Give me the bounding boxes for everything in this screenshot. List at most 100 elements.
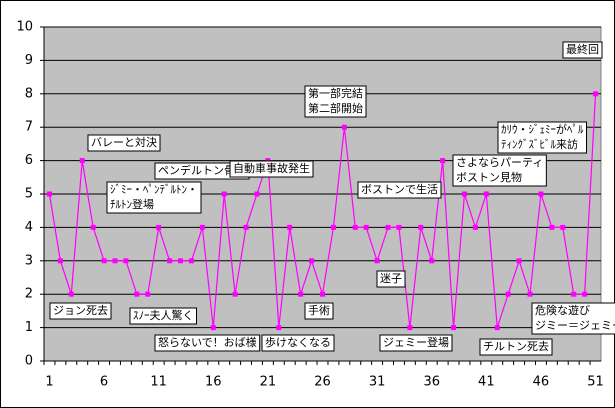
data-point [505,291,511,297]
x-tick-label: 1 [45,375,53,390]
x-tick-label: 36 [423,375,440,390]
data-point [593,91,599,97]
data-point [538,191,544,197]
y-tick-label: 0 [25,354,33,369]
data-point [145,291,151,297]
annotation-text: ﾃｨﾝｸﾞｽﾞﾋﾞﾙ来訪 [501,137,578,151]
annotation-text: ジョン死去 [53,304,108,317]
annotation-box [106,181,202,214]
annotation-box [154,334,261,352]
y-tick-label: 5 [25,187,33,202]
data-point [254,191,260,197]
annotation: ｼﾞﾐｰ・ﾍﾟﾝﾃﾞﾙﾄﾝ・ﾁﾙﾄﾝ登場 [106,181,202,214]
annotation-text: ボストンで生活 [361,182,438,196]
data-point [320,291,325,297]
annotation: ボストンで生活 [357,181,442,199]
data-point [79,158,85,164]
annotation-text: 第一部完結 [308,86,363,100]
annotation-text: 歩けなくなる [265,335,331,349]
annotation-text: ﾁﾙﾄﾝ登場 [110,197,154,211]
annotation: 最終回 [562,41,603,59]
annotation-box [452,154,547,187]
data-point [385,224,391,230]
y-tick-label: 4 [25,220,33,235]
annotation-box [357,181,442,199]
data-point [167,258,173,264]
annotation-text: ジミー＝ジェミー [535,319,615,332]
annotation-text: ジェミー登場 [383,335,449,349]
annotation-text: ｼﾞﾐｰ・ﾍﾟﾝﾃﾞﾙﾄﾝ・ [110,183,198,196]
data-point [451,325,457,331]
annotation-text: バレーと対決 [91,135,157,149]
annotation-box [304,302,334,320]
annotation-box [304,85,367,118]
annotation: ジェミー登場 [379,334,453,352]
data-point [309,258,315,264]
annotation-text: チルトン死去 [483,340,549,353]
data-point [440,158,446,164]
data-point [46,191,52,197]
annotation-box [497,121,587,154]
data-point [560,224,566,230]
data-point [57,258,63,264]
annotation: 歩けなくなる [261,334,335,352]
annotation: 迷子 [376,270,406,288]
data-point [199,224,205,230]
annotation-text: ｽﾉｰ夫人驚く [133,308,194,322]
data-point [221,191,227,197]
data-point [178,258,184,264]
annotation-box [376,270,406,288]
data-point [407,325,413,331]
annotation: ペンデルトン骨折 [154,162,250,180]
data-point [571,291,577,297]
data-point [374,258,380,264]
data-point [549,224,555,230]
annotation: チルトン死去 [479,338,553,356]
data-point [418,224,424,230]
annotation-box [229,160,314,178]
data-point [527,291,533,297]
data-point [352,224,358,230]
y-tick-label: 2 [25,287,33,302]
x-tick-label: 21 [260,375,277,390]
data-point [210,325,216,331]
data-point [90,224,96,230]
annotation-text: さよならパーティ [456,156,543,169]
y-tick-label: 8 [25,86,33,101]
annotation-text: 自動車事故発生 [233,161,310,175]
y-tick-label: 3 [25,253,33,268]
data-point [341,124,347,130]
x-tick-label: 31 [369,375,386,390]
data-point [494,325,500,331]
data-point [156,224,162,230]
data-point [134,291,140,297]
annotation-text: 手術 [308,303,330,317]
data-point [298,291,304,297]
data-point [483,191,489,197]
data-point [287,224,293,230]
y-tick-label: 9 [25,53,33,68]
annotation-box [49,302,112,320]
annotation-box [562,41,603,59]
annotation: 自動車事故発生 [229,160,314,178]
data-point [396,224,402,230]
annotation-box [129,307,197,325]
data-point [243,224,249,230]
annotation-box [379,334,453,352]
annotation-text: 迷子 [380,272,402,285]
annotation-box [87,134,161,152]
y-tick-label: 10 [16,20,33,35]
data-point [330,224,336,230]
data-point [363,224,369,230]
x-tick-label: 51 [587,375,604,390]
annotation-text: 第二部開始 [308,101,363,115]
x-tick-label: 41 [478,375,495,390]
data-point [112,258,118,264]
annotation: 怒らないで！おば様 [154,334,261,352]
annotation: 手術 [304,302,334,320]
annotation-text: ｶﾘｳ・ｼﾞｪﾐｰがﾍﾟﾙ [501,122,584,136]
